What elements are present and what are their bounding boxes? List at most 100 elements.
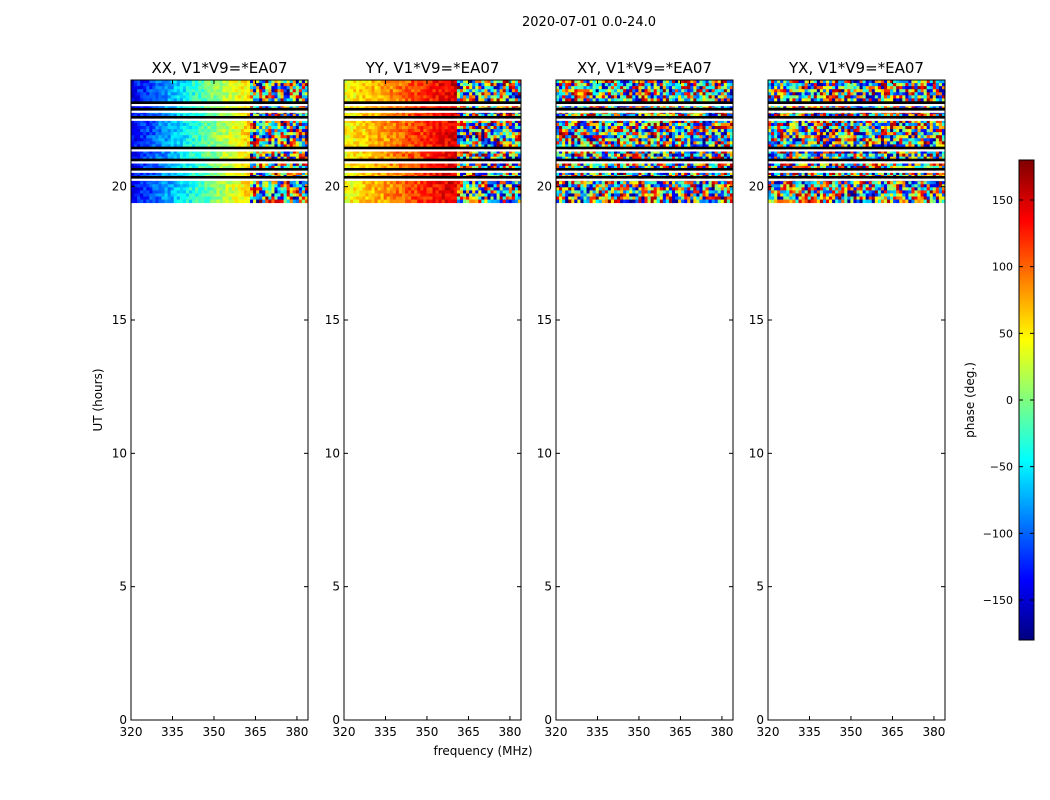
heatmap-cell xyxy=(225,162,230,167)
heatmap-cell xyxy=(344,132,348,136)
heatmap-cell xyxy=(417,98,421,102)
heatmap-cell xyxy=(283,122,288,127)
heatmap-cell xyxy=(271,162,275,167)
heatmap-cell xyxy=(295,184,300,188)
heatmap-cell xyxy=(508,132,513,136)
flagged-band xyxy=(131,168,308,171)
heatmap-cell xyxy=(210,153,214,158)
heatmap-cell xyxy=(362,144,366,148)
heatmap-cell xyxy=(158,199,162,204)
heatmap-cell xyxy=(405,129,409,133)
heatmap-cell xyxy=(344,83,348,87)
heatmap-cell xyxy=(401,98,406,102)
heatmap-cell xyxy=(277,126,281,130)
heatmap-cell xyxy=(207,165,211,170)
heatmap-cell xyxy=(179,184,184,188)
heatmap-cell xyxy=(283,95,288,99)
heatmap-cell xyxy=(167,122,172,127)
heatmap-cell xyxy=(188,119,193,124)
heatmap-cell xyxy=(583,89,587,93)
heatmap-cell xyxy=(231,126,236,130)
heatmap-cell xyxy=(484,113,488,118)
heatmap-cell xyxy=(714,83,719,87)
heatmap-cell xyxy=(447,199,452,204)
heatmap-cell xyxy=(453,165,458,170)
heatmap-cell xyxy=(359,126,363,130)
heatmap-cell xyxy=(185,162,190,167)
heatmap-cell xyxy=(420,119,424,124)
heatmap-cell xyxy=(185,199,190,204)
heatmap-cell xyxy=(502,138,507,142)
heatmap-cell xyxy=(356,92,360,96)
heatmap-cell xyxy=(499,196,504,200)
heatmap-cell xyxy=(401,150,406,154)
heatmap-cell xyxy=(386,153,391,158)
heatmap-cell xyxy=(143,83,147,87)
heatmap-cell xyxy=(219,98,223,102)
heatmap-cell xyxy=(453,135,458,139)
heatmap-cell xyxy=(466,184,470,188)
heatmap-cell xyxy=(472,135,476,139)
heatmap-cell xyxy=(466,144,470,148)
heatmap-cell xyxy=(505,119,510,124)
heatmap-cell xyxy=(301,80,306,84)
heatmap-cell xyxy=(411,89,415,93)
heatmap-cell xyxy=(632,80,636,84)
heatmap-cell xyxy=(201,162,205,167)
heatmap-cell xyxy=(405,199,409,204)
heatmap-cell xyxy=(408,104,412,108)
heatmap-cell xyxy=(374,98,378,102)
heatmap-cell xyxy=(632,83,636,87)
heatmap-cell xyxy=(268,141,272,145)
heatmap-cell xyxy=(499,181,504,185)
heatmap-cell xyxy=(414,95,418,99)
heatmap-cell xyxy=(389,92,394,96)
heatmap-cell xyxy=(149,150,153,154)
heatmap-cell xyxy=(441,92,446,96)
heatmap-cell xyxy=(401,126,406,130)
flagged-band xyxy=(131,116,308,119)
heatmap-cell xyxy=(499,199,504,204)
heatmap-cell xyxy=(617,92,621,96)
heatmap-cell xyxy=(298,187,303,191)
heatmap-cell xyxy=(505,126,510,130)
flagged-band xyxy=(344,176,521,179)
heatmap-cell xyxy=(723,80,728,84)
heatmap-cell xyxy=(265,144,269,148)
heatmap-cell xyxy=(647,89,651,93)
heatmap-cell xyxy=(362,181,366,185)
heatmap-cell xyxy=(347,184,351,188)
heatmap-cell xyxy=(134,83,138,87)
heatmap-cell xyxy=(456,135,461,139)
heatmap-cell xyxy=(216,92,220,96)
heatmap-cell xyxy=(219,92,223,96)
heatmap-cell xyxy=(149,126,153,130)
heatmap-cell xyxy=(514,119,519,124)
heatmap-cell xyxy=(131,193,135,197)
heatmap-cell xyxy=(699,86,703,90)
heatmap-cell xyxy=(286,83,291,87)
heatmap-cell xyxy=(152,104,156,108)
heatmap-cell xyxy=(484,119,488,124)
heatmap-cell xyxy=(359,165,363,170)
heatmap-cell xyxy=(374,113,378,118)
heatmap-cell xyxy=(137,196,141,200)
heatmap-cell xyxy=(502,153,507,158)
heatmap-cell xyxy=(517,89,521,93)
heatmap-cell xyxy=(134,89,138,93)
heatmap-cell xyxy=(356,172,360,176)
heatmap-cell xyxy=(192,129,196,133)
heatmap-cell xyxy=(256,165,260,170)
heatmap-cell xyxy=(395,181,400,185)
heatmap-cell xyxy=(514,80,519,84)
heatmap-cell xyxy=(253,190,257,194)
heatmap-cell xyxy=(280,153,284,158)
heatmap-cell xyxy=(463,119,467,124)
heatmap-cell xyxy=(216,141,220,145)
heatmap-cell xyxy=(204,165,208,170)
heatmap-cell xyxy=(289,193,294,197)
heatmap-cell xyxy=(607,86,612,90)
heatmap-cell xyxy=(408,144,412,148)
heatmap-cell xyxy=(469,150,473,154)
heatmap-cell xyxy=(228,119,233,124)
